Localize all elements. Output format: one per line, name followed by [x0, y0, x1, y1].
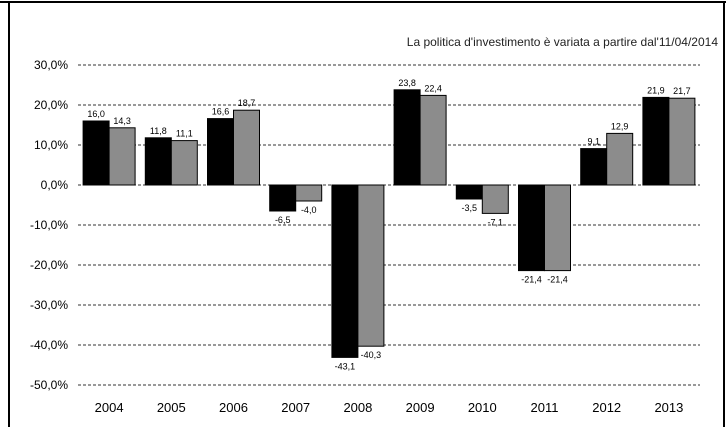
bar-2011-series2	[544, 184, 571, 272]
y-tick-label: 0,0%	[41, 178, 69, 192]
bar-2005-series1	[144, 137, 172, 186]
bar-2013-series1	[642, 96, 670, 186]
bar-2007-series1	[269, 184, 297, 212]
x-tick-label: 2008	[343, 400, 372, 415]
y-tick-label: -10,0%	[30, 218, 68, 232]
data-label: -21,4	[521, 275, 542, 285]
y-tick-label: 10,0%	[34, 138, 68, 152]
data-label: 11,1	[176, 129, 193, 139]
data-label: 11,8	[150, 126, 167, 136]
bar-2005-series2	[170, 140, 198, 186]
x-tick-label: 2010	[468, 400, 497, 415]
x-tick-label: 2011	[531, 400, 559, 415]
y-tick-label: 30,0%	[34, 58, 68, 72]
y-tick-label: -50,0%	[30, 378, 68, 392]
bar-2011-series1	[518, 184, 545, 272]
bar-2012-series1	[580, 148, 608, 186]
y-tick-label: -30,0%	[30, 298, 68, 312]
data-label: -21,4	[547, 275, 568, 285]
x-axis-ticks: 2004 2005 2006 2007 2008 2009 2010 2011 2012 2013	[95, 400, 684, 415]
data-label: -7,1	[488, 217, 504, 227]
data-label: 18,7	[238, 98, 256, 108]
data-label: 16,6	[212, 107, 230, 117]
bar-2010-series2	[481, 184, 509, 214]
x-tick-label: 2004	[95, 400, 124, 415]
data-label: -3,5	[462, 203, 478, 213]
bar-2007-series2	[295, 184, 323, 202]
y-tick-label: -40,0%	[30, 338, 68, 352]
bar-2009-series1	[393, 89, 421, 186]
grid-layer	[78, 64, 700, 386]
x-tick-label: 2007	[281, 400, 310, 415]
chart-title: La politica d'investimento è variata a p…	[407, 35, 719, 49]
bars	[82, 89, 696, 358]
y-tick-label: -20,0%	[30, 258, 68, 272]
x-tick-label: 2013	[654, 400, 683, 415]
bar-2004-series2	[108, 127, 136, 186]
data-label: -4,0	[301, 205, 317, 215]
data-label: 14,3	[113, 116, 131, 126]
data-labels: 16,0 14,3 11,8 11,1 16,6 18,7 -6,5 -4,0 -43,1 -40…	[87, 78, 690, 372]
x-tick-label: 2009	[406, 400, 435, 415]
data-label: 23,8	[398, 78, 416, 88]
data-label: 21,7	[673, 86, 691, 96]
data-label: 21,9	[647, 85, 665, 95]
bar-2009-series2	[419, 94, 447, 186]
data-label: 16,0	[87, 109, 105, 119]
data-label: 22,4	[424, 83, 442, 93]
bar-2004-series1	[82, 120, 110, 186]
data-label: 9,1	[587, 137, 600, 147]
data-label: -6,5	[275, 215, 291, 225]
bar-2010-series1	[455, 184, 483, 200]
bar-2012-series2	[606, 132, 634, 186]
bar-2008-series2	[357, 184, 385, 347]
data-label: 12,9	[611, 121, 629, 131]
y-tick-label: 20,0%	[34, 98, 68, 112]
data-label: -43,1	[335, 361, 356, 371]
bar-2008-series1	[331, 184, 359, 358]
x-tick-label: 2005	[157, 400, 186, 415]
bar-2006-series1	[207, 118, 234, 186]
y-axis-ticks: 30,0% 20,0% 10,0% 0,0% -10,0% -20,0% -30,0% -40…	[30, 58, 68, 392]
x-tick-label: 2012	[592, 400, 621, 415]
bar-2006-series2	[233, 109, 260, 186]
data-label: -40,3	[361, 350, 382, 360]
bar-2013-series2	[668, 97, 696, 186]
x-tick-label: 2006	[219, 400, 248, 415]
